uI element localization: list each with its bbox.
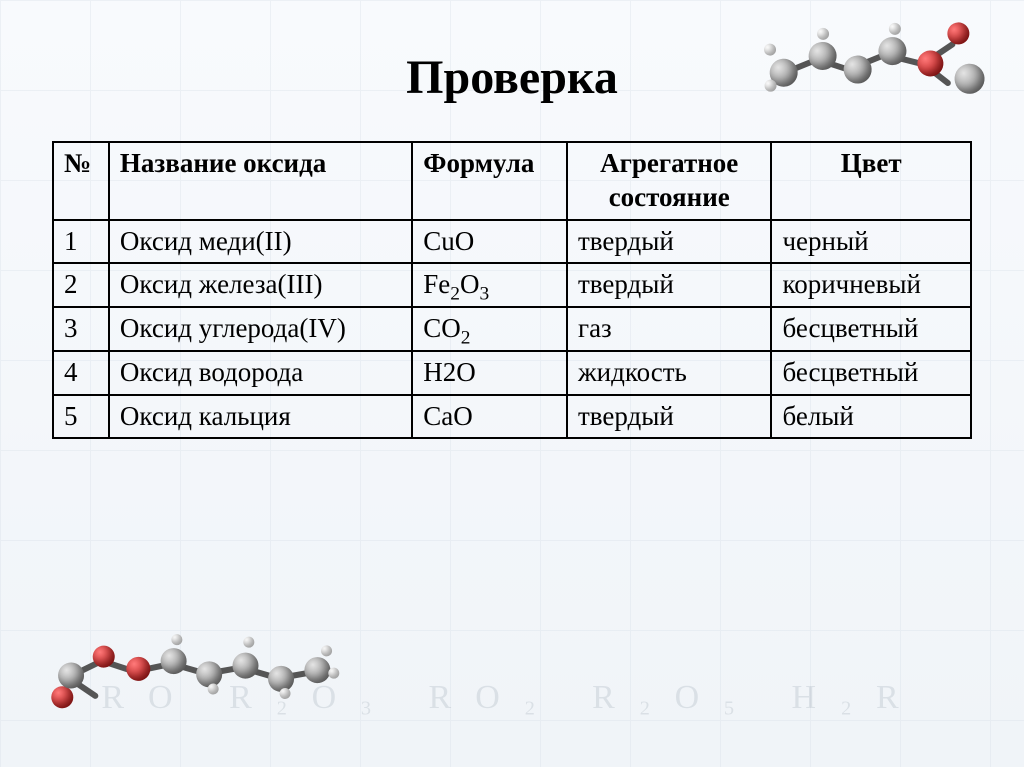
table-row: 1Оксид меди(II)CuOтвердыйчерный <box>53 220 971 264</box>
col-header-state: Агрегатное состояние <box>567 142 771 220</box>
col-header-color: Цвет <box>771 142 971 220</box>
cell-name: Оксид водорода <box>109 351 412 395</box>
cell-name: Оксид углерода(IV) <box>109 307 412 351</box>
cell-state: твердый <box>567 395 771 439</box>
cell-state: твердый <box>567 220 771 264</box>
cell-formula: H2O <box>412 351 567 395</box>
cell-number: 4 <box>53 351 109 395</box>
page-title: Проверка <box>50 50 974 105</box>
cell-formula: Fe2O3 <box>412 263 567 307</box>
cell-number: 3 <box>53 307 109 351</box>
table-row: 2Оксид железа(III)Fe2O3твердыйкоричневый <box>53 263 971 307</box>
col-header-name: Название оксида <box>109 142 412 220</box>
col-header-formula: Формула <box>412 142 567 220</box>
cell-formula: CaO <box>412 395 567 439</box>
table-row: 3Оксид углерода(IV)CO2газбесцветный <box>53 307 971 351</box>
cell-state: твердый <box>567 263 771 307</box>
cell-color: бесцветный <box>771 307 971 351</box>
cell-name: Оксид железа(III) <box>109 263 412 307</box>
cell-color: коричневый <box>771 263 971 307</box>
cell-formula: CO2 <box>412 307 567 351</box>
cell-color: черный <box>771 220 971 264</box>
cell-name: Оксид кальция <box>109 395 412 439</box>
cell-number: 1 <box>53 220 109 264</box>
cell-name: Оксид меди(II) <box>109 220 412 264</box>
cell-color: белый <box>771 395 971 439</box>
cell-formula: CuO <box>412 220 567 264</box>
slide: Проверка № Название оксида Формула Агрег… <box>0 0 1024 767</box>
col-header-number: № <box>53 142 109 220</box>
cell-number: 5 <box>53 395 109 439</box>
cell-color: бесцветный <box>771 351 971 395</box>
table-row: 4Оксид водородаH2Oжидкостьбесцветный <box>53 351 971 395</box>
oxides-table: № Название оксида Формула Агрегатное сос… <box>52 141 972 439</box>
cell-state: газ <box>567 307 771 351</box>
cell-state: жидкость <box>567 351 771 395</box>
cell-number: 2 <box>53 263 109 307</box>
table-row: 5Оксид кальцияCaOтвердыйбелый <box>53 395 971 439</box>
table-header-row: № Название оксида Формула Агрегатное сос… <box>53 142 971 220</box>
